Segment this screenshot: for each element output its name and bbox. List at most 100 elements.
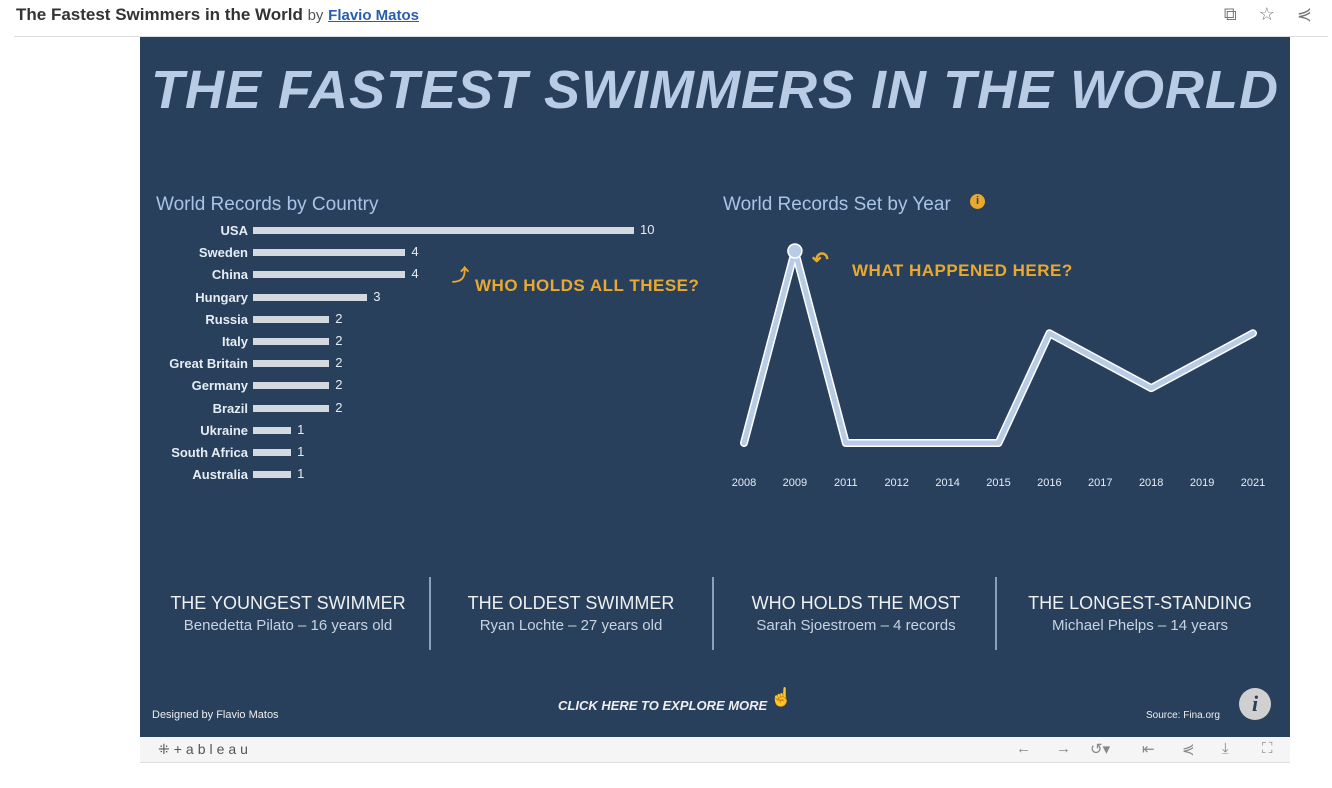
data-point[interactable]	[1047, 331, 1052, 336]
bar-value-label: 1	[297, 466, 305, 482]
country-label: Great Britain	[169, 356, 248, 372]
revert-icon[interactable]: ↺▾	[1090, 741, 1111, 758]
tableau-toolbar: ⁜+ableau ← → ↺▾ ⇤ ⋞ ⤓ ⛶	[140, 737, 1290, 763]
bar[interactable]	[253, 382, 330, 390]
bar-value-label: 2	[335, 355, 343, 371]
data-point[interactable]	[1149, 386, 1154, 391]
kpi-title: THE OLDEST SWIMMER	[467, 593, 675, 613]
bar-value-label: 2	[335, 377, 343, 393]
country-label: Germany	[191, 378, 248, 394]
kpi-value: Sarah Sjoestroem – 4 records	[756, 617, 956, 634]
reset-icon[interactable]: ⇤	[1142, 741, 1155, 758]
kpi-title: THE YOUNGEST SWIMMER	[170, 593, 406, 613]
designed-by: Designed by Flavio Matos	[152, 709, 279, 721]
line-chart-title: World Records Set by Year	[723, 194, 951, 215]
kpi-value: Michael Phelps – 14 years	[1052, 617, 1228, 634]
viz-title: The Fastest Swimmers in the World	[16, 5, 303, 24]
bar-value-label: 2	[335, 399, 343, 415]
bar[interactable]	[253, 471, 292, 479]
divider	[14, 36, 1328, 37]
data-point[interactable]	[996, 441, 1001, 445]
kpi-longest: THE LONGEST-STANDING Michael Phelps – 14 …	[1000, 593, 1280, 634]
dashboard: THE FASTEST SWIMMERS IN THE WORLD World …	[140, 37, 1290, 737]
by-label: by	[307, 7, 324, 24]
copy-icon[interactable]: ⧉	[1223, 4, 1237, 24]
data-point[interactable]	[1200, 358, 1205, 363]
kpi-youngest: THE YOUNGEST SWIMMER Benedetta Pilato – 1…	[148, 593, 428, 634]
bar[interactable]	[253, 293, 368, 301]
country-label: China	[211, 267, 248, 283]
explore-link[interactable]: CLICK HERE TO EXPLORE MORE	[558, 698, 768, 713]
country-label: Brazil	[212, 400, 248, 416]
data-point[interactable]	[843, 441, 848, 445]
bar[interactable]	[253, 449, 292, 456]
year-tick-label: 2016	[1037, 477, 1062, 489]
undo-icon[interactable]: ←	[1016, 740, 1031, 757]
country-label: Hungary	[195, 289, 248, 305]
year-tick-label: 2011	[833, 477, 858, 489]
bar-value-label: 4	[411, 266, 419, 282]
author-link[interactable]: Flavio Matos	[328, 7, 420, 24]
country-label: South Africa	[171, 445, 248, 460]
country-label: Sweden	[198, 245, 248, 261]
fullscreen-icon[interactable]: ⛶	[1262, 740, 1273, 757]
bar-annotation: WHO HOLDS ALL THESE?	[475, 276, 700, 295]
share-icon[interactable]: ⋞	[1296, 4, 1312, 24]
bar[interactable]	[253, 338, 330, 345]
data-point[interactable]	[894, 441, 899, 445]
bar-value-label: 4	[411, 244, 419, 260]
star-icon[interactable]: ☆	[1258, 4, 1275, 24]
bar[interactable]	[253, 227, 634, 234]
viz-header: The Fastest Swimmers in the World by Fla…	[16, 5, 419, 25]
bar[interactable]	[253, 426, 292, 434]
kpi-most: WHO HOLDS THE MOST Sarah Sjoestroem – 4 r…	[716, 593, 996, 634]
bar-chart-title: World Records by Country	[156, 194, 379, 215]
redo-icon[interactable]: →	[1056, 740, 1071, 757]
source: Source: Fina.org	[1146, 710, 1220, 721]
year-tick-label: 2015	[986, 477, 1011, 489]
data-point[interactable]	[787, 243, 803, 259]
year-tick-label: 2021	[1240, 477, 1266, 489]
bar[interactable]	[253, 271, 406, 279]
bar[interactable]	[253, 360, 330, 368]
bar-value-label: 2	[335, 333, 343, 348]
data-point[interactable]	[1251, 331, 1255, 336]
tableau-logo: ⁜+ableau	[158, 741, 252, 757]
arrow-icon: ↶	[812, 249, 830, 271]
year-tick-label: 2017	[1088, 477, 1113, 489]
bar[interactable]	[253, 249, 406, 257]
kpi-value: Benedetta Pilato – 16 years old	[183, 617, 393, 634]
year-tick-label: 2012	[884, 477, 909, 489]
country-label: Italy	[221, 334, 248, 349]
kpi-oldest: THE OLDEST SWIMMER Ryan Lochte – 27 years…	[431, 593, 711, 634]
bar-value-label: 1	[297, 421, 305, 437]
kpi-title: THE LONGEST-STANDING	[1028, 593, 1252, 613]
info-icon[interactable]: i	[970, 194, 985, 209]
bar-value-label: 1	[297, 444, 305, 459]
dashboard-title: THE FASTEST SWIMMERS IN THE WORLD	[151, 60, 1279, 120]
arrow-icon: ⤴	[452, 266, 470, 285]
year-tick-label: 2008	[731, 477, 757, 489]
divider	[995, 577, 997, 650]
year-tick-label: 2014	[935, 477, 960, 489]
year-tick-label: 2019	[1189, 477, 1215, 489]
kpi-value: Ryan Lochte – 27 years old	[479, 617, 663, 634]
country-label: USA	[220, 223, 248, 238]
year-tick-label: 2018	[1138, 477, 1164, 489]
bar[interactable]	[253, 315, 330, 323]
bar-value-label: 3	[373, 288, 381, 304]
country-label: Russia	[205, 311, 248, 327]
hand-pointer-icon[interactable]: ☝	[770, 687, 793, 707]
data-point[interactable]	[1098, 358, 1103, 363]
divider	[712, 577, 714, 650]
line-chart	[740, 243, 1257, 447]
data-point[interactable]	[945, 441, 950, 445]
series-line	[741, 248, 1256, 446]
data-point[interactable]	[742, 441, 746, 445]
bar-value-label: 2	[335, 310, 343, 326]
share-icon[interactable]: ⋞	[1182, 741, 1195, 758]
download-icon[interactable]: ⤓	[1222, 740, 1229, 757]
kpi-title: WHO HOLDS THE MOST	[751, 593, 961, 613]
bar[interactable]	[253, 404, 330, 412]
info-button-icon[interactable]: i	[1239, 688, 1271, 720]
